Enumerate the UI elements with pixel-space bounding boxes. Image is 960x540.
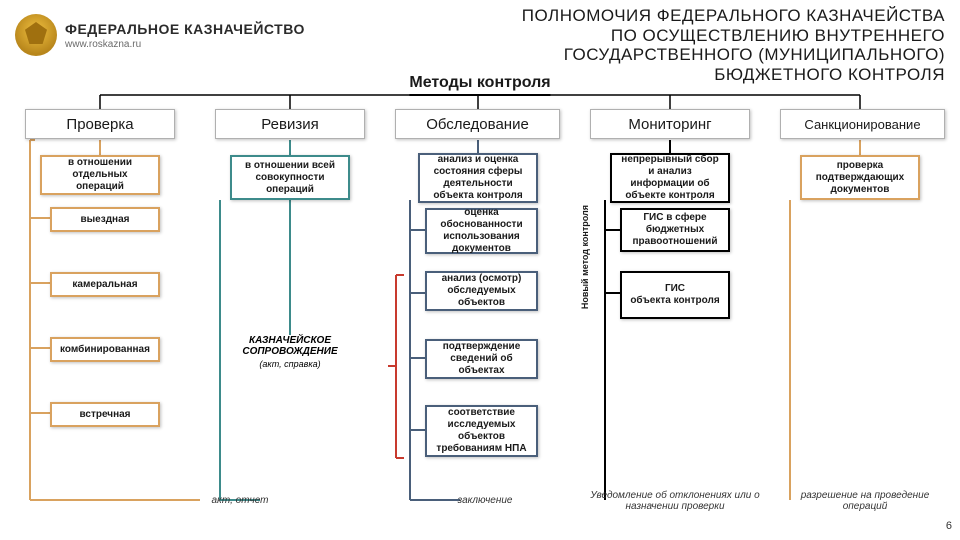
col1-result: акт, отчет: [200, 495, 280, 506]
org-name: ФЕДЕРАЛЬНОЕ КАЗНАЧЕЙСТВО: [65, 21, 305, 37]
col4-result: Уведомление об отклонениях или о назначе…: [590, 490, 760, 512]
col1-kameralnaya: камеральная: [50, 272, 160, 297]
col3-d: подтверждение сведений об объектах: [425, 339, 538, 379]
method-monitoring: Мониторинг: [590, 109, 750, 139]
col3-c: анализ (осмотр) обследуемых объектов: [425, 271, 538, 311]
slide-title: ПОЛНОМОЧИЯ ФЕДЕРАЛЬНОГО КАЗНАЧЕЙСТВА ПО …: [345, 6, 945, 84]
page-number: 6: [946, 520, 952, 532]
subtitle: Методы контроля: [409, 74, 550, 96]
col1-kombinirovannaya: комбинированная: [50, 337, 160, 362]
col3-e: соответствие исследуемых объектов требов…: [425, 405, 538, 457]
col1-desc: в отношении отдельных операций: [40, 155, 160, 195]
emblem-icon: [15, 14, 57, 56]
col1-vyezdnaya: выездная: [50, 207, 160, 232]
col4-a: непрерывный сбор и анализ информации об …: [610, 153, 730, 203]
col4-b: ГИС в сфере бюджетных правоотношений: [620, 208, 730, 252]
col4-vert: Новый метод контроля: [580, 205, 590, 309]
col3-result: заключение: [450, 495, 520, 506]
col1-vstrechnaya: встречная: [50, 402, 160, 427]
col4-c: ГИС объекта контроля: [620, 271, 730, 319]
col2-kaznacheyskoe: КАЗНАЧЕЙСКОЕ СОПРОВОЖДЕНИЕ (акт, справка…: [235, 335, 345, 369]
col3-b: оценка обоснованности использования доку…: [425, 208, 538, 254]
col5-result: разрешение на проведение операций: [800, 490, 930, 512]
col2-desc: в отношении всей совокупности операций: [230, 155, 350, 200]
logo-area: ФЕДЕРАЛЬНОЕ КАЗНАЧЕЙСТВО www.roskazna.ru: [15, 14, 305, 56]
col3-a: анализ и оценка состояния сферы деятельн…: [418, 153, 538, 203]
diagram: Проверка Ревизия Обследование Мониторинг…: [0, 95, 960, 540]
site-url: www.roskazna.ru: [65, 39, 305, 50]
method-revizia: Ревизия: [215, 109, 365, 139]
method-proverka: Проверка: [25, 109, 175, 139]
col5-a: проверка подтверждающих документов: [800, 155, 920, 200]
method-obsledovanie: Обследование: [395, 109, 560, 139]
method-sanktsionirovanie: Санкционирование: [780, 109, 945, 139]
